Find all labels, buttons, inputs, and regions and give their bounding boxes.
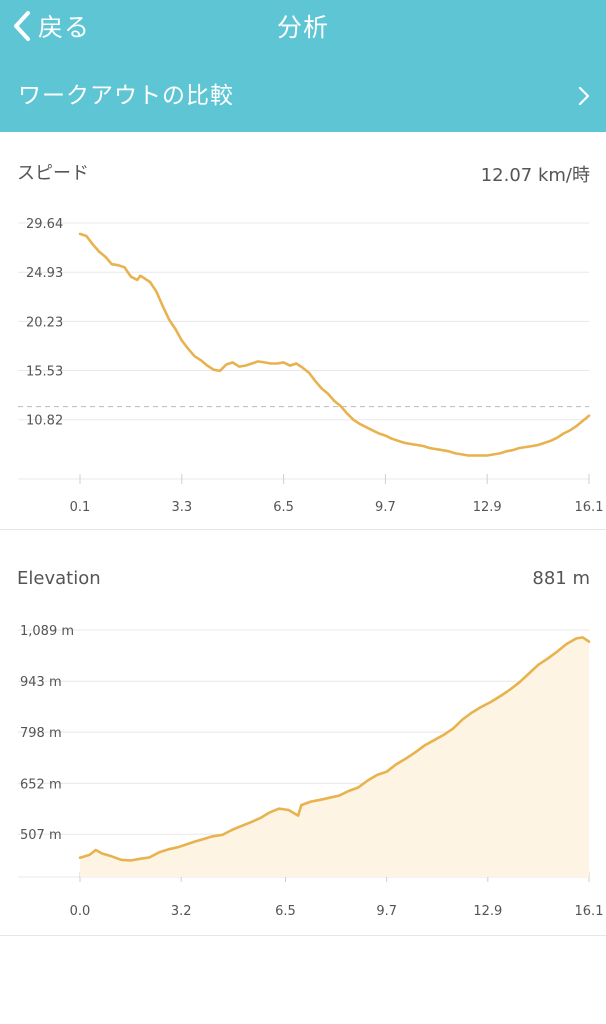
elevation-series-line: [78, 636, 591, 862]
speed-x-tick-label: 12.9: [473, 500, 502, 515]
elevation-x-tick-label: 6.5: [275, 904, 296, 919]
speed-y-tick-label: 15.53: [26, 364, 63, 379]
elevation-value: 881 m: [532, 568, 590, 589]
speed-x-tick-label: 9.7: [375, 500, 396, 515]
page-title: 分析: [276, 13, 329, 42]
elevation-divider: [0, 935, 606, 936]
back-label: 戻る: [38, 13, 91, 42]
speed-y-tick-label: 29.64: [26, 217, 63, 232]
elevation-section: Elevation 881 m 1,089 m 943 m 798 m 652 m 50…: [0, 530, 606, 936]
elevation-x-tick-label: 0.0: [70, 904, 91, 919]
speed-y-tick-label: 24.93: [26, 266, 63, 281]
speed-chart: 29.64 24.93 20.23 15.53 10.82 0.1 3.3 6.5 9.7 12.…: [18, 217, 604, 515]
compare-workouts-row[interactable]: ワークアウトの比較: [0, 66, 606, 122]
elevation-area: [80, 637, 589, 877]
elevation-chart: 1,089 m 943 m 798 m 652 m 507 m 0.0 3.2 6.5 9.7 1…: [18, 624, 604, 919]
app-header: 戻る 分析 ワークアウトの比較: [0, 0, 606, 132]
speed-x-tick-label: 0.1: [70, 500, 91, 515]
speed-x-tick-label: 3.3: [171, 500, 192, 515]
elevation-x-tick-label: 16.1: [575, 904, 604, 919]
compare-workouts-label: ワークアウトの比較: [18, 83, 234, 109]
speed-y-tick-label: 10.82: [26, 414, 63, 429]
speed-value: 12.07 km/時: [480, 165, 590, 186]
elevation-y-tick-label: 1,089 m: [20, 624, 74, 639]
nav-bar: 戻る 分析: [0, 0, 606, 52]
speed-y-tick-label: 20.23: [26, 315, 63, 330]
elevation-x-tick-label: 3.2: [171, 904, 192, 919]
elevation-y-tick-label: 507 m: [20, 828, 62, 843]
speed-series-line: [78, 232, 591, 457]
chevron-right-icon: [578, 86, 590, 106]
elevation-x-tick-label: 12.9: [473, 904, 502, 919]
speed-x-tick-label: 6.5: [273, 500, 294, 515]
back-button[interactable]: 戻る: [12, 6, 90, 46]
speed-x-tick-label: 16.1: [575, 500, 604, 515]
speed-divider: [0, 529, 606, 530]
speed-section: スピード 12.07 km/時 29.64 24.93 20.23 15.53 10.8…: [0, 132, 606, 530]
elevation-y-tick-label: 652 m: [20, 777, 62, 792]
elevation-y-tick-label: 943 m: [20, 675, 62, 690]
elevation-y-tick-label: 798 m: [20, 726, 62, 741]
chevron-left-icon: [14, 11, 30, 41]
elevation-title: Elevation: [17, 568, 101, 589]
elevation-x-tick-label: 9.7: [376, 904, 397, 919]
speed-title: スピード: [17, 163, 89, 184]
